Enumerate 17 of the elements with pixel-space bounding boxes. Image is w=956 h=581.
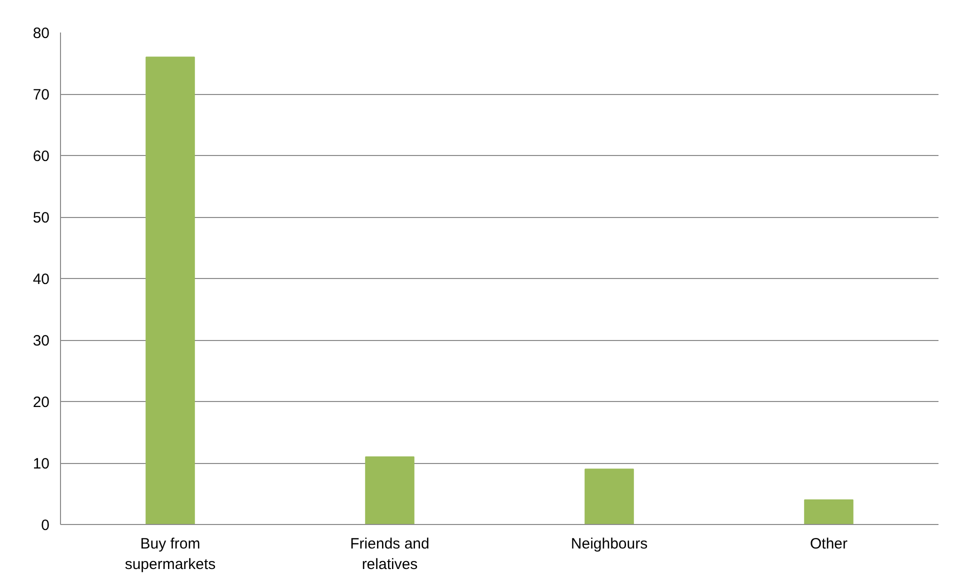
x-tick-label: Neighbours <box>570 536 648 552</box>
bar <box>804 499 854 524</box>
bar <box>584 468 634 524</box>
bar <box>365 456 414 524</box>
x-tick-label: Buy from supermarkets <box>124 536 216 573</box>
y-tick-label: 80 <box>32 25 50 42</box>
y-tick-label: 70 <box>32 86 50 104</box>
x-tick-label: Other <box>810 536 848 552</box>
y-tick-label: 0 <box>41 517 50 534</box>
y-tick-label: 50 <box>32 210 50 226</box>
y-tick-label: 20 <box>32 394 50 411</box>
y-tick-label: 40 <box>32 271 50 288</box>
y-tick-label: 60 <box>32 148 50 165</box>
bar <box>146 56 195 524</box>
y-tick-label: 30 <box>32 332 50 350</box>
x-tick-label: Friends and relatives <box>350 536 430 573</box>
y-tick-label: 10 <box>32 456 50 472</box>
